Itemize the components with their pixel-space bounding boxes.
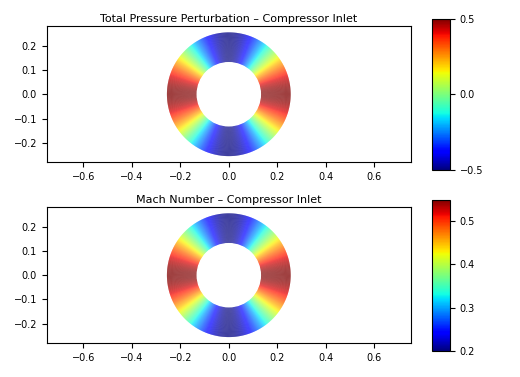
Circle shape	[197, 244, 261, 307]
Title: Mach Number – Compressor Inlet: Mach Number – Compressor Inlet	[136, 195, 321, 205]
Title: Total Pressure Perturbation – Compressor Inlet: Total Pressure Perturbation – Compressor…	[100, 14, 357, 24]
Circle shape	[197, 63, 261, 126]
